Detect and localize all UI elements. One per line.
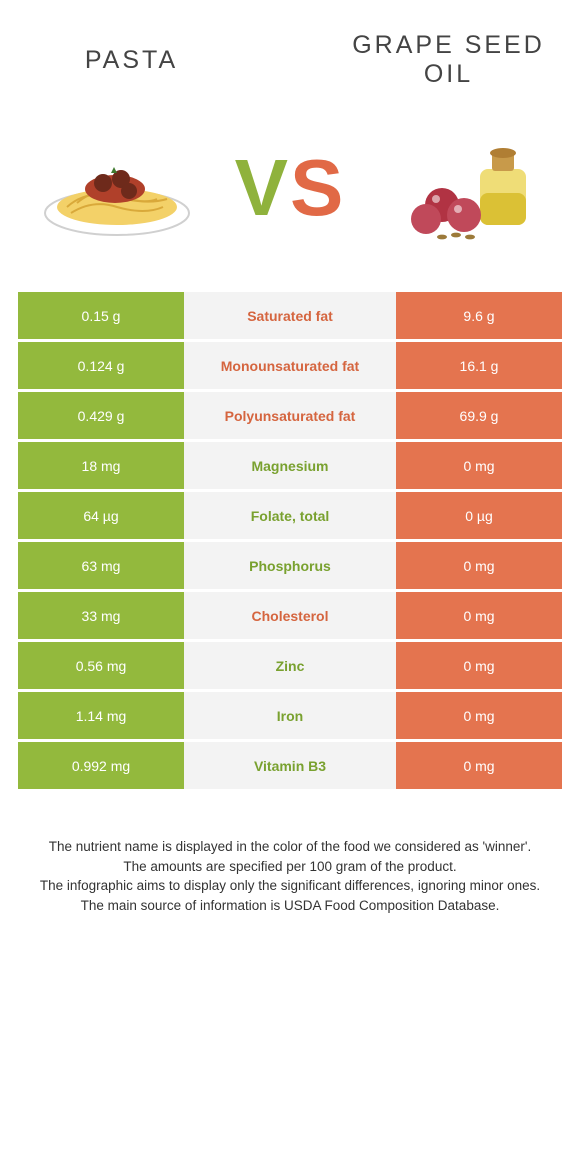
- nutrient-label: Magnesium: [184, 442, 396, 489]
- left-food-title: PASTA: [18, 46, 245, 75]
- nutrient-label: Polyunsaturated fat: [184, 392, 396, 439]
- right-value: 0 mg: [396, 642, 562, 689]
- left-value: 0.56 mg: [18, 642, 184, 689]
- left-value: 0.124 g: [18, 342, 184, 389]
- nutrient-row: 0.56 mgZinc0 mg: [18, 642, 562, 689]
- nutrient-label: Zinc: [184, 642, 396, 689]
- pasta-icon: [18, 133, 215, 243]
- footnotes: The nutrient name is displayed in the co…: [18, 837, 562, 915]
- nutrient-label: Iron: [184, 692, 396, 739]
- nutrient-label: Cholesterol: [184, 592, 396, 639]
- left-value: 18 mg: [18, 442, 184, 489]
- right-value: 16.1 g: [396, 342, 562, 389]
- left-value: 0.429 g: [18, 392, 184, 439]
- right-value: 0 µg: [396, 492, 562, 539]
- right-food-title: GRAPE SEED OIL: [335, 31, 562, 89]
- nutrient-row: 0.992 mgVitamin B30 mg: [18, 742, 562, 789]
- nutrient-label: Phosphorus: [184, 542, 396, 589]
- nutrient-row: 64 µgFolate, total0 µg: [18, 492, 562, 539]
- nutrient-row: 18 mgMagnesium0 mg: [18, 442, 562, 489]
- nutrient-label: Vitamin B3: [184, 742, 396, 789]
- nutrient-row: 0.124 gMonounsaturated fat16.1 g: [18, 342, 562, 389]
- left-value: 0.992 mg: [18, 742, 184, 789]
- footnote-line: The amounts are specified per 100 gram o…: [24, 857, 556, 877]
- right-value: 0 mg: [396, 692, 562, 739]
- left-value: 63 mg: [18, 542, 184, 589]
- nutrient-row: 0.15 gSaturated fat9.6 g: [18, 292, 562, 339]
- nutrient-row: 0.429 gPolyunsaturated fat69.9 g: [18, 392, 562, 439]
- nutrient-row: 33 mgCholesterol0 mg: [18, 592, 562, 639]
- nutrient-row: 63 mgPhosphorus0 mg: [18, 542, 562, 589]
- left-value: 1.14 mg: [18, 692, 184, 739]
- footnote-line: The nutrient name is displayed in the co…: [24, 837, 556, 857]
- right-value: 0 mg: [396, 442, 562, 489]
- footnote-line: The main source of information is USDA F…: [24, 896, 556, 916]
- vs-label: VS: [215, 142, 365, 234]
- left-value: 33 mg: [18, 592, 184, 639]
- images-row: VS: [18, 118, 562, 258]
- grape-seed-oil-icon: [365, 133, 562, 243]
- footnote-line: The infographic aims to display only the…: [24, 876, 556, 896]
- right-value: 69.9 g: [396, 392, 562, 439]
- titles-row: PASTA GRAPE SEED OIL: [18, 10, 562, 110]
- right-value: 9.6 g: [396, 292, 562, 339]
- right-value: 0 mg: [396, 742, 562, 789]
- nutrient-table: 0.15 gSaturated fat9.6 g0.124 gMonounsat…: [18, 292, 562, 789]
- left-value: 64 µg: [18, 492, 184, 539]
- left-value: 0.15 g: [18, 292, 184, 339]
- nutrient-label: Saturated fat: [184, 292, 396, 339]
- vs-s: S: [290, 143, 345, 232]
- vs-v: V: [235, 143, 290, 232]
- nutrient-label: Monounsaturated fat: [184, 342, 396, 389]
- right-value: 0 mg: [396, 592, 562, 639]
- right-value: 0 mg: [396, 542, 562, 589]
- nutrient-label: Folate, total: [184, 492, 396, 539]
- nutrient-row: 1.14 mgIron0 mg: [18, 692, 562, 739]
